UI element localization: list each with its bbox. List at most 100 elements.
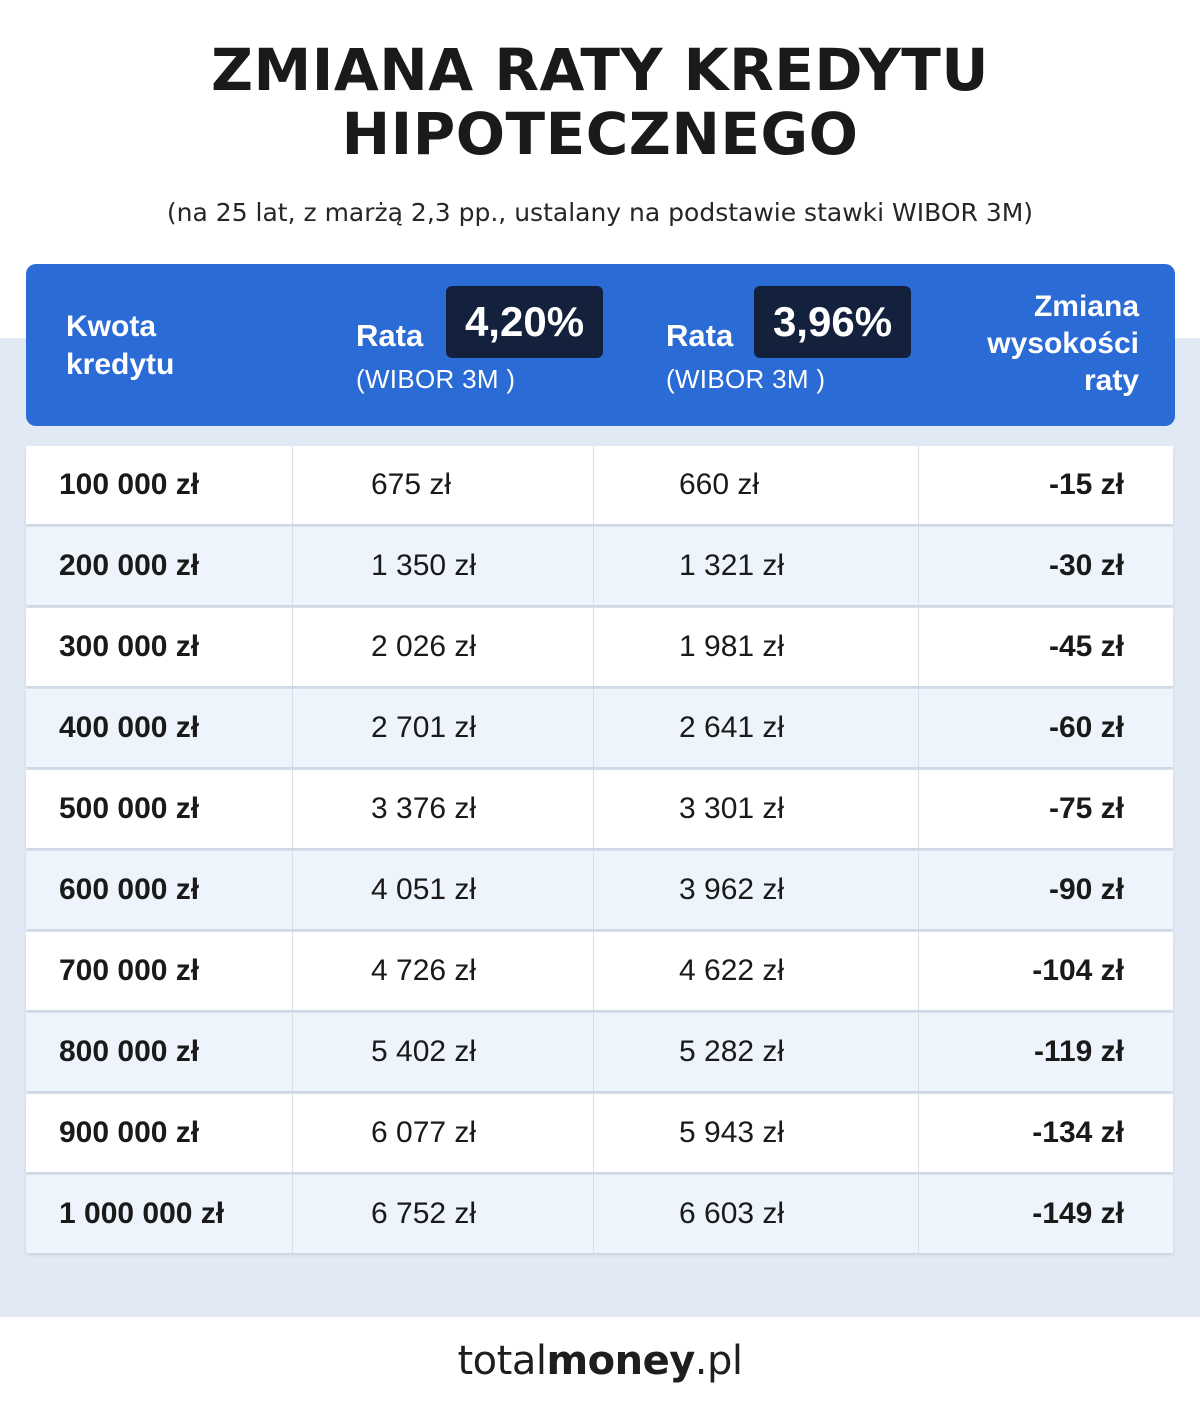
column-divider — [593, 851, 594, 929]
page-subtitle: (na 25 lat, z marżą 2,3 pp., ustalany na… — [166, 198, 1034, 227]
cell-kwota: 1 000 000 zł — [59, 1197, 225, 1230]
cell-rata-1: 6 752 zł — [371, 1197, 477, 1230]
cell-kwota: 600 000 zł — [59, 873, 200, 906]
cell-kwota: 400 000 zł — [59, 711, 200, 744]
column-divider — [918, 1013, 919, 1091]
cell-zmiana: -75 zł — [1048, 792, 1124, 825]
logo-part-domain: .pl — [694, 1338, 743, 1384]
table-body: 100 000 zł 675 zł 660 zł -15 zł 200 000 zł 1 … — [26, 446, 1173, 1256]
cell-zmiana: -134 zł — [1032, 1116, 1124, 1149]
column-divider — [593, 608, 594, 686]
column-divider — [292, 608, 293, 686]
column-divider — [292, 1094, 293, 1172]
cell-rata-1: 4 051 zł — [371, 873, 477, 906]
cell-rata-1: 1 350 zł — [371, 549, 477, 582]
column-divider — [918, 1175, 919, 1253]
header-zmiana-line-2: wysokości — [987, 327, 1139, 360]
table-row: 900 000 zł 6 077 zł 5 943 zł -134 zł — [26, 1094, 1173, 1172]
cell-rata-2: 1 981 zł — [679, 630, 785, 663]
cell-rata-2: 3 301 zł — [679, 792, 785, 825]
cell-kwota: 200 000 zł — [59, 549, 200, 582]
column-divider — [593, 770, 594, 848]
header-zmiana-line-1: Zmiana — [1033, 290, 1139, 323]
column-divider — [918, 851, 919, 929]
column-divider — [292, 1013, 293, 1091]
rate-badge-2: 3,96% — [754, 286, 911, 358]
header-rata-2-label: Rata — [666, 318, 734, 353]
table-row: 400 000 zł 2 701 zł 2 641 zł -60 zł — [26, 689, 1173, 767]
column-divider — [593, 932, 594, 1010]
cell-kwota: 900 000 zł — [59, 1116, 200, 1149]
header-rata-1-label: Rata — [356, 318, 424, 353]
cell-zmiana: -90 zł — [1048, 873, 1124, 906]
cell-kwota: 700 000 zł — [59, 954, 200, 987]
header-kwota-line-1: Kwota — [66, 310, 156, 343]
cell-zmiana: -45 zł — [1048, 630, 1124, 663]
cell-rata-2: 1 321 zł — [679, 549, 785, 582]
cell-kwota: 500 000 zł — [59, 792, 200, 825]
column-divider — [292, 689, 293, 767]
cell-rata-2: 5 282 zł — [679, 1035, 785, 1068]
column-divider — [918, 446, 919, 524]
cell-zmiana: -119 zł — [1033, 1035, 1124, 1068]
cell-rata-1: 5 402 zł — [371, 1035, 477, 1068]
cell-rata-1: 2 026 zł — [371, 630, 477, 663]
cell-zmiana: -149 zł — [1032, 1197, 1124, 1230]
column-divider — [918, 608, 919, 686]
column-divider — [292, 1175, 293, 1253]
header-rata-1-sub: (WIBOR 3M ) — [356, 364, 516, 394]
table-row: 500 000 zł 3 376 zł 3 301 zł -75 zł — [26, 770, 1173, 848]
column-divider — [593, 1013, 594, 1091]
table-row: 1 000 000 zł 6 752 zł 6 603 zł -149 zł — [26, 1175, 1173, 1253]
column-divider — [593, 1094, 594, 1172]
column-divider — [292, 527, 293, 605]
cell-rata-2: 6 603 zł — [679, 1197, 785, 1230]
logo: totalmoney.pl — [0, 1336, 1200, 1386]
cell-rata-2: 660 zł — [679, 468, 760, 501]
cell-rata-2: 2 641 zł — [679, 711, 785, 744]
logo-part-money: money — [546, 1338, 695, 1384]
column-divider — [593, 446, 594, 524]
column-divider — [918, 527, 919, 605]
column-divider — [292, 932, 293, 1010]
table-row: 100 000 zł 675 zł 660 zł -15 zł — [26, 446, 1173, 524]
header-zmiana: Zmiana wysokości raty — [919, 288, 1139, 399]
cell-rata-1: 6 077 zł — [371, 1116, 477, 1149]
cell-rata-1: 4 726 zł — [371, 954, 477, 987]
cell-rata-2: 4 622 zł — [679, 954, 785, 987]
title-line-2: HIPOTECZNEGO — [341, 100, 859, 168]
cell-kwota: 300 000 zł — [59, 630, 200, 663]
table-row: 300 000 zł 2 026 zł 1 981 zł -45 zł — [26, 608, 1173, 686]
cell-kwota: 100 000 zł — [59, 468, 200, 501]
column-divider — [918, 932, 919, 1010]
header-kwota: Kwota kredytu — [66, 308, 266, 384]
column-divider — [593, 1175, 594, 1253]
table-header: Kwota kredytu Rata 4,20% (WIBOR 3M ) Rat… — [26, 264, 1175, 426]
cell-rata-2: 3 962 zł — [679, 873, 785, 906]
rate-badge-1: 4,20% — [446, 286, 603, 358]
column-divider — [292, 851, 293, 929]
column-divider — [918, 689, 919, 767]
column-divider — [918, 770, 919, 848]
column-divider — [593, 689, 594, 767]
cell-zmiana: -30 zł — [1048, 549, 1124, 582]
cell-rata-1: 675 zł — [371, 468, 452, 501]
cell-zmiana: -104 zł — [1032, 954, 1124, 987]
cell-rata-1: 3 376 zł — [371, 792, 477, 825]
cell-rata-1: 2 701 zł — [371, 711, 477, 744]
page-title: ZMIANA RATY KREDYTU HIPOTECZNEGO — [0, 38, 1200, 166]
header-zmiana-line-3: raty — [1083, 364, 1139, 397]
header-rata-2-sub: (WIBOR 3M ) — [666, 364, 826, 394]
cell-rata-2: 5 943 zł — [679, 1116, 785, 1149]
column-divider — [593, 527, 594, 605]
logo-part-total: total — [457, 1338, 547, 1384]
cell-kwota: 800 000 zł — [59, 1035, 200, 1068]
column-divider — [292, 446, 293, 524]
table-row: 600 000 zł 4 051 zł 3 962 zł -90 zł — [26, 851, 1173, 929]
column-divider — [918, 1094, 919, 1172]
table-row: 200 000 zł 1 350 zł 1 321 zł -30 zł — [26, 527, 1173, 605]
cell-zmiana: -60 zł — [1048, 711, 1124, 744]
title-line-1: ZMIANA RATY KREDYTU — [211, 36, 989, 104]
table-row: 700 000 zł 4 726 zł 4 622 zł -104 zł — [26, 932, 1173, 1010]
cell-zmiana: -15 zł — [1048, 468, 1124, 501]
